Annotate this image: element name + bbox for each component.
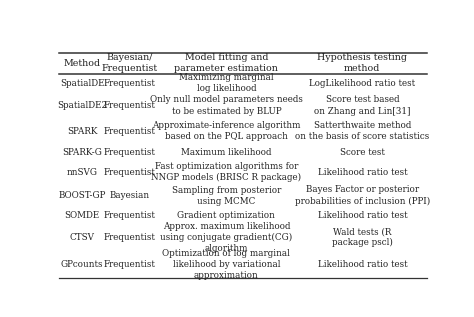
Text: SOMDE: SOMDE xyxy=(64,211,100,220)
Text: Likelihood ratio test: Likelihood ratio test xyxy=(318,168,407,177)
Text: Frequentist: Frequentist xyxy=(104,168,156,177)
Text: Score test based
on Zhang and Lin[31]: Score test based on Zhang and Lin[31] xyxy=(314,95,410,116)
Text: Optimization of log marginal
likelihood by variational
approximation: Optimization of log marginal likelihood … xyxy=(163,249,291,280)
Text: Frequentist: Frequentist xyxy=(104,79,156,88)
Text: Hypothesis testing
method: Hypothesis testing method xyxy=(317,53,407,73)
Text: GPcounts: GPcounts xyxy=(61,260,103,269)
Text: BOOST-GP: BOOST-GP xyxy=(58,191,106,200)
Text: LogLikelihood ratio test: LogLikelihood ratio test xyxy=(309,79,415,88)
Text: SPARK-G: SPARK-G xyxy=(62,148,102,157)
Text: nnSVG: nnSVG xyxy=(67,168,98,177)
Text: Satterthwaite method
on the basis of score statistics: Satterthwaite method on the basis of sco… xyxy=(295,121,429,141)
Text: Wald tests (R
package pscl): Wald tests (R package pscl) xyxy=(332,227,393,248)
Text: Score test: Score test xyxy=(340,148,385,157)
Text: Gradient optimization: Gradient optimization xyxy=(177,211,275,220)
Text: Likelihood ratio test: Likelihood ratio test xyxy=(318,211,407,220)
Text: Bayesian: Bayesian xyxy=(110,191,150,200)
Text: Bayesian/
Frequentist: Bayesian/ Frequentist xyxy=(102,53,158,73)
Text: SpatialDE2: SpatialDE2 xyxy=(57,101,107,110)
Text: Frequentist: Frequentist xyxy=(104,233,156,242)
Text: Model fitting and
parameter estimation: Model fitting and parameter estimation xyxy=(174,53,278,73)
Text: Fast optimization algorithms for
NNGP models (BRISC R package): Fast optimization algorithms for NNGP mo… xyxy=(151,162,301,182)
Text: Bayes Factor or posterior
probabilities of inclusion (PPI): Bayes Factor or posterior probabilities … xyxy=(295,185,430,206)
Text: Method: Method xyxy=(64,59,101,68)
Text: Frequentist: Frequentist xyxy=(104,148,156,157)
Text: Maximum likelihood: Maximum likelihood xyxy=(181,148,272,157)
Text: Sampling from posterior
using MCMC: Sampling from posterior using MCMC xyxy=(172,185,281,206)
Text: Frequentist: Frequentist xyxy=(104,101,156,110)
Text: Only null model parameters needs
to be estimated by BLUP: Only null model parameters needs to be e… xyxy=(150,95,303,116)
Text: CTSV: CTSV xyxy=(70,233,95,242)
Text: SpatialDE: SpatialDE xyxy=(60,79,104,88)
Text: Frequentist: Frequentist xyxy=(104,211,156,220)
Text: Frequentist: Frequentist xyxy=(104,260,156,269)
Text: Maximizing marginal
log likelihood: Maximizing marginal log likelihood xyxy=(179,73,273,93)
Text: Frequentist: Frequentist xyxy=(104,126,156,136)
Text: Approximate-inference algorithm
based on the PQL approach: Approximate-inference algorithm based on… xyxy=(152,121,301,141)
Text: SPARK: SPARK xyxy=(67,126,97,136)
Text: Approx. maximum likelihood
using conjugate gradient(CG)
algorithm: Approx. maximum likelihood using conjuga… xyxy=(160,222,292,253)
Text: Likelihood ratio test: Likelihood ratio test xyxy=(318,260,407,269)
